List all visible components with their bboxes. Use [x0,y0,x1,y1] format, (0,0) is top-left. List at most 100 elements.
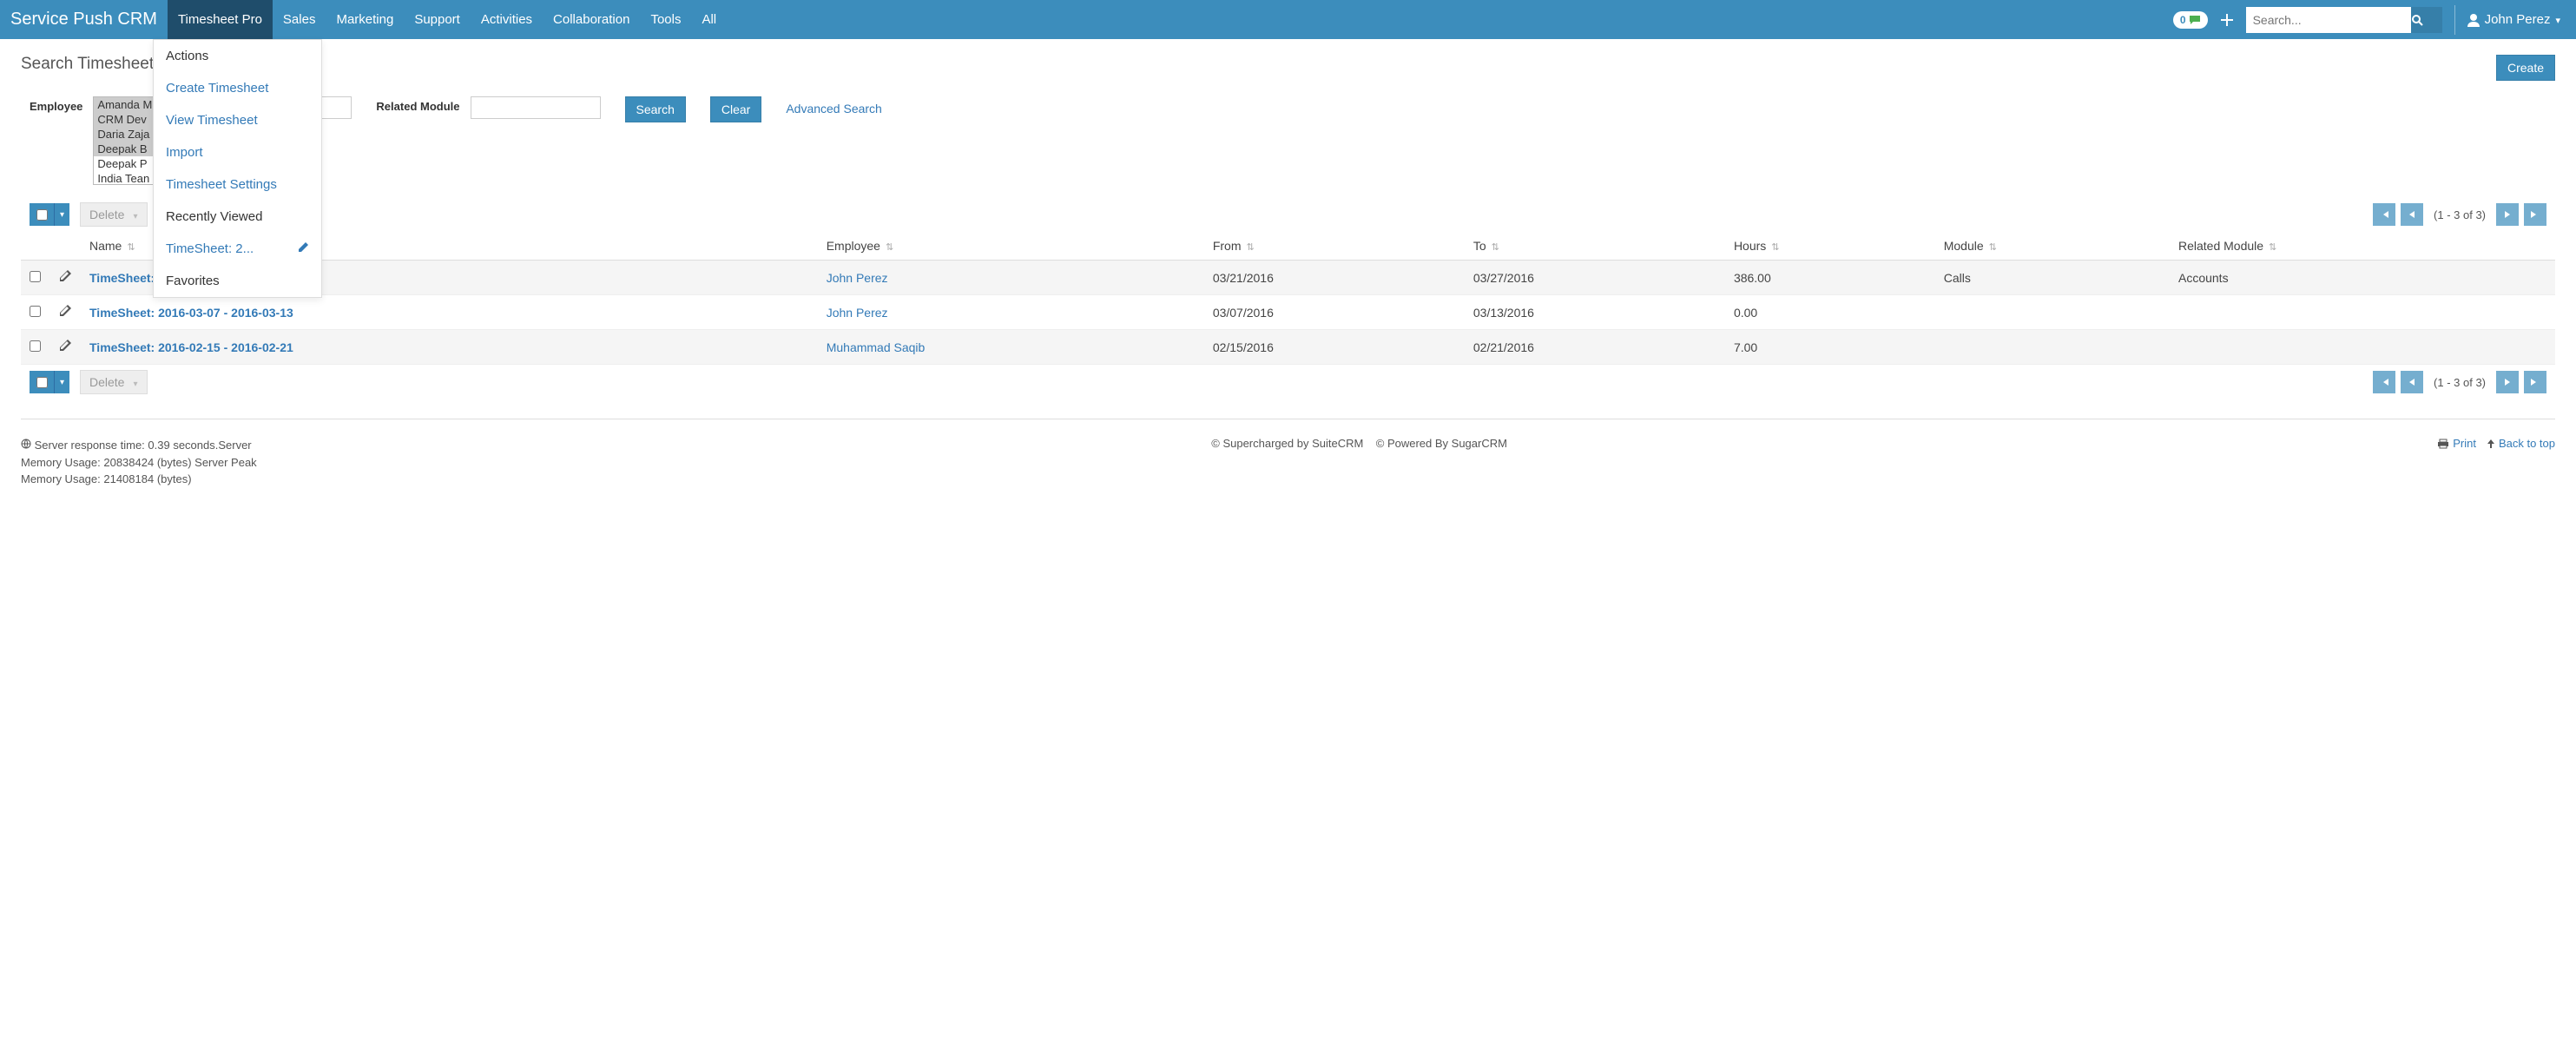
dd-favorites-header: Favorites [154,265,321,297]
select-all-checkbox[interactable] [30,371,54,393]
pager-text: (1 - 3 of 3) [2434,376,2486,389]
nav-tabs: Timesheet Pro Sales Marketing Support Ac… [168,0,727,39]
timesheet-link[interactable]: TimeSheet: 2016-02-15 - 2016-02-21 [89,340,293,354]
pencil-icon[interactable] [297,241,309,256]
related-module-field: Related Module [376,96,600,119]
footer-right: Print Back to top [2437,437,2555,488]
timesheet-link[interactable]: TimeSheet: 2016-03-07 - 2016-03-13 [89,306,293,320]
user-menu[interactable]: John Perez [2467,12,2560,27]
nav-right: 0 John Perez [2173,5,2576,35]
col-to[interactable]: To [1465,232,1725,261]
nav-tab-activities[interactable]: Activities [471,0,543,39]
nav-tab-support[interactable]: Support [404,0,471,39]
notif-count: 0 [2180,14,2186,26]
col-employee[interactable]: Employee [818,232,1204,261]
print-link[interactable]: Print [2437,437,2476,450]
related-module-input[interactable] [471,96,601,119]
clear-button[interactable]: Clear [710,96,761,122]
last-page-button[interactable] [2524,371,2546,393]
select-dropdown[interactable]: ▾ [54,371,69,393]
select-all-group: ▾ [30,203,69,226]
bottom-toolbar: ▾ Delete (1 - 3 of 3) [21,365,2555,399]
employee-link[interactable]: Muhammad Saqib [827,340,926,354]
dd-settings[interactable]: Timesheet Settings [154,168,321,201]
employee-link[interactable]: John Perez [827,271,888,285]
notification-badge[interactable]: 0 [2173,11,2208,29]
delete-button[interactable]: Delete [80,370,148,394]
title-row: Search Timesheet Pro Create [21,55,2555,81]
col-edit [49,232,81,261]
top-nav: Service Push CRM Timesheet Pro Sales Mar… [0,0,2576,39]
user-icon [2467,13,2480,27]
nav-tab-tools[interactable]: Tools [640,0,691,39]
select-all-group: ▾ [30,371,69,393]
cell-related: Accounts [2170,261,2555,295]
dd-import[interactable]: Import [154,136,321,168]
select-all-checkbox[interactable] [30,203,54,226]
employee-link[interactable]: John Perez [827,306,888,320]
cell-related [2170,330,2555,365]
create-button[interactable]: Create [2496,55,2555,81]
cell-from: 02/15/2016 [1204,330,1465,365]
bottom-pager: (1 - 3 of 3) [2373,371,2546,393]
footer: Server response time: 0.39 seconds.Serve… [0,428,2576,505]
timesheet-dropdown: Actions Create Timesheet View Timesheet … [153,39,322,298]
edit-icon[interactable] [58,339,72,353]
dd-recent-item[interactable]: TimeSheet: 2... [154,233,321,265]
col-hours[interactable]: Hours [1725,232,1935,261]
cell-related [2170,295,2555,330]
row-checkbox[interactable] [30,271,41,282]
related-module-label: Related Module [376,96,459,113]
sort-icon [880,239,893,253]
cell-hours: 7.00 [1725,330,1935,365]
nav-tab-sales[interactable]: Sales [273,0,326,39]
nav-tab-collaboration[interactable]: Collaboration [543,0,640,39]
advanced-search-link[interactable]: Advanced Search [786,96,882,116]
edit-icon[interactable] [58,304,72,318]
separator [2454,5,2455,35]
prev-page-button[interactable] [2401,371,2423,393]
next-page-button[interactable] [2496,203,2519,226]
search-form: Employee Amanda M CRM Dev Daria Zaja Dee… [21,91,2555,197]
prev-page-button[interactable] [2401,203,2423,226]
nav-tab-all[interactable]: All [691,0,727,39]
caret-icon [133,375,137,389]
dd-recent-header: Recently Viewed [154,201,321,233]
print-icon [2437,439,2449,449]
search-form-button[interactable]: Search [625,96,686,122]
last-page-button[interactable] [2524,203,2546,226]
cell-to: 02/21/2016 [1465,330,1725,365]
nav-tab-marketing[interactable]: Marketing [326,0,404,39]
col-from[interactable]: From [1204,232,1465,261]
col-related[interactable]: Related Module [2170,232,2555,261]
dd-view-timesheet[interactable]: View Timesheet [154,104,321,136]
user-name: John Perez [2485,12,2551,27]
col-module[interactable]: Module [1935,232,2170,261]
first-page-button[interactable] [2373,203,2395,226]
delete-label: Delete [89,208,124,221]
pager-text: (1 - 3 of 3) [2434,208,2486,221]
delete-button[interactable]: Delete [80,202,148,227]
caret-icon [133,208,137,221]
top-pager: (1 - 3 of 3) [2373,203,2546,226]
chat-icon [2189,15,2201,25]
next-page-button[interactable] [2496,371,2519,393]
edit-icon[interactable] [58,269,72,283]
search-icon [2411,14,2423,26]
footer-center: © Supercharged by SuiteCRM © Powered By … [299,437,2420,488]
sort-icon [122,239,135,253]
row-checkbox[interactable] [30,340,41,352]
search-input[interactable] [2246,7,2411,33]
select-dropdown[interactable]: ▾ [54,203,69,226]
sort-icon [1241,239,1254,253]
back-to-top-link[interactable]: Back to top [2487,437,2555,450]
search-button[interactable] [2411,7,2442,33]
nav-tab-timesheet[interactable]: Timesheet Pro [168,0,273,39]
first-page-button[interactable] [2373,371,2395,393]
quick-create-icon[interactable] [2220,13,2234,27]
dd-create-timesheet[interactable]: Create Timesheet [154,72,321,104]
dd-actions-header: Actions [154,40,321,72]
sort-icon [2263,239,2276,253]
row-checkbox[interactable] [30,306,41,317]
cell-to: 03/13/2016 [1465,295,1725,330]
